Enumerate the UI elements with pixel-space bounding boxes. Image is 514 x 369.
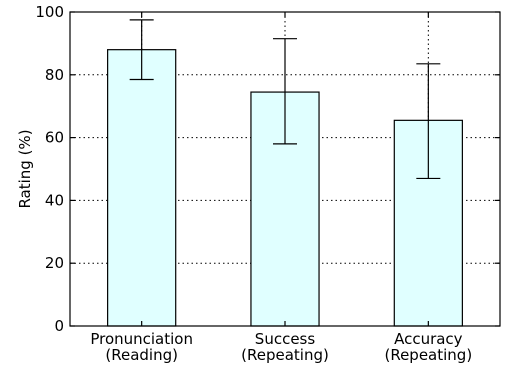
x-tick-label: Accuracy [394,330,463,348]
y-tick-label: 100 [35,3,64,21]
y-tick-label: 40 [45,191,64,209]
x-tick-label: Success [255,330,316,348]
y-axis-label: Rating (%) [16,129,34,208]
bar [107,49,177,327]
y-tick-label: 20 [45,254,64,272]
x-tick-label: Pronunciation [90,330,193,348]
y-tick-label: 60 [45,129,64,147]
x-tick-label: (Reading) [105,346,178,364]
x-tick-label: (Repeating) [384,346,472,364]
y-tick-label: 0 [54,317,64,335]
y-tick-label: 80 [45,66,64,84]
error-bars [129,19,441,180]
x-tick-label: (Repeating) [241,346,329,364]
ticks [70,11,500,327]
tick-labels: 0 20 40 60 80 100 Pronunciation(Reading) Succes… [35,3,472,364]
